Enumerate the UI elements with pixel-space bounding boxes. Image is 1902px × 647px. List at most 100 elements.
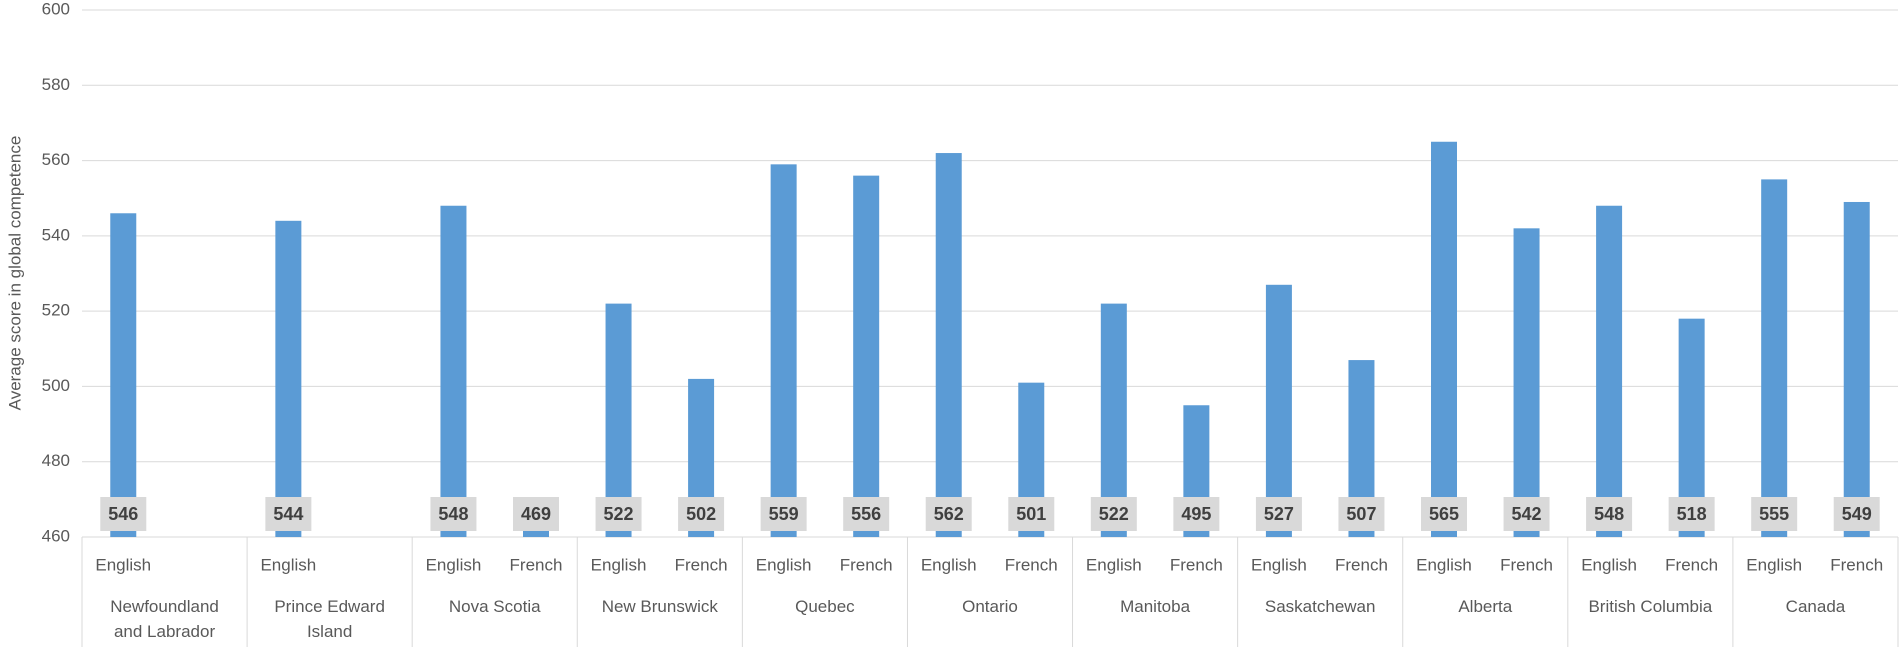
value-label: 542 bbox=[1512, 504, 1542, 524]
value-label: 518 bbox=[1677, 504, 1707, 524]
value-label-box bbox=[1008, 497, 1055, 531]
value-label: 562 bbox=[934, 504, 964, 524]
group-label-line: Saskatchewan bbox=[1265, 597, 1376, 616]
x-tick-label: French bbox=[1665, 555, 1718, 574]
value-label: 522 bbox=[604, 504, 634, 524]
value-label-box bbox=[595, 497, 642, 531]
value-label-box bbox=[1255, 497, 1302, 531]
y-tick-label: 560 bbox=[42, 150, 70, 169]
y-axis-title: Average score in global competence bbox=[5, 136, 24, 411]
value-label-box bbox=[513, 497, 559, 531]
value-label: 507 bbox=[1346, 504, 1376, 524]
x-tick-label: French bbox=[675, 555, 728, 574]
value-label: 544 bbox=[273, 504, 303, 524]
value-label-box bbox=[1751, 497, 1798, 531]
value-label-box bbox=[843, 497, 890, 531]
bar bbox=[1843, 201, 1870, 537]
value-label-box bbox=[760, 497, 807, 531]
y-tick-label: 540 bbox=[42, 225, 70, 244]
bar bbox=[440, 205, 467, 537]
group-label: Canada bbox=[1786, 597, 1846, 616]
value-label: 555 bbox=[1759, 504, 1789, 524]
value-label: 495 bbox=[1181, 504, 1211, 524]
x-tick-label: English bbox=[591, 555, 647, 574]
x-tick-label: French bbox=[1500, 555, 1553, 574]
group-label: New Brunswick bbox=[602, 597, 719, 616]
value-label: 559 bbox=[769, 504, 799, 524]
value-label-box bbox=[1173, 497, 1220, 531]
x-tick-label: French bbox=[1170, 555, 1223, 574]
value-label: 502 bbox=[686, 504, 716, 524]
group-label-line: Prince Edward bbox=[274, 597, 385, 616]
bar bbox=[1596, 205, 1623, 537]
value-label: 522 bbox=[1099, 504, 1129, 524]
y-tick-label: 460 bbox=[42, 526, 70, 545]
group-label: Manitoba bbox=[1120, 597, 1190, 616]
group-label: Newfoundland and Labrador bbox=[110, 597, 219, 641]
x-tick-label: English bbox=[260, 555, 316, 574]
value-label: 548 bbox=[1594, 504, 1624, 524]
x-tick-label: English bbox=[1416, 555, 1472, 574]
x-tick-label: French bbox=[1830, 555, 1883, 574]
value-label-box bbox=[1833, 497, 1880, 531]
group-label: Ontario bbox=[962, 597, 1018, 616]
y-tick-label: 500 bbox=[42, 376, 70, 395]
value-label-box bbox=[925, 497, 972, 531]
group-label-line: New Brunswick bbox=[602, 597, 719, 616]
value-label: 469 bbox=[521, 504, 551, 524]
x-tick-label: English bbox=[426, 555, 482, 574]
bar bbox=[853, 175, 880, 537]
value-label: 556 bbox=[851, 504, 881, 524]
bars bbox=[110, 141, 1870, 538]
value-label: 565 bbox=[1429, 504, 1459, 524]
group-label: Saskatchewan bbox=[1265, 597, 1376, 616]
group-label: British Columbia bbox=[1588, 597, 1712, 616]
value-label: 527 bbox=[1264, 504, 1294, 524]
x-tick-label: French bbox=[1005, 555, 1058, 574]
group-label-line: Newfoundland bbox=[110, 597, 219, 616]
group-label-line: Alberta bbox=[1458, 597, 1512, 616]
value-label-box bbox=[678, 497, 725, 531]
value-label-box bbox=[430, 497, 477, 531]
group-label-line: Island bbox=[307, 622, 352, 641]
value-label: 548 bbox=[438, 504, 468, 524]
group-label-line: Manitoba bbox=[1120, 597, 1190, 616]
value-label-box bbox=[1503, 497, 1550, 531]
value-label-box bbox=[100, 497, 147, 531]
bar bbox=[1761, 179, 1788, 537]
x-tick-label: English bbox=[1086, 555, 1142, 574]
value-label-box bbox=[1338, 497, 1385, 531]
bar bbox=[110, 213, 137, 537]
x-tick-label: English bbox=[1251, 555, 1307, 574]
value-label-box bbox=[1668, 497, 1715, 531]
bar bbox=[935, 153, 962, 538]
bar bbox=[1431, 141, 1457, 537]
x-tick-label: French bbox=[1335, 555, 1388, 574]
value-label: 546 bbox=[108, 504, 138, 524]
value-label: 501 bbox=[1016, 504, 1046, 524]
y-tick-label: 600 bbox=[42, 0, 70, 18]
y-tick-label: 480 bbox=[42, 451, 70, 470]
group-label-line: Canada bbox=[1786, 597, 1846, 616]
x-tick-label: English bbox=[921, 555, 977, 574]
x-tick-label: English bbox=[756, 555, 812, 574]
group-label-line: Nova Scotia bbox=[449, 597, 541, 616]
x-tick-label: English bbox=[1581, 555, 1637, 574]
group-label: Prince Edward Island bbox=[274, 597, 385, 641]
value-label-box bbox=[1421, 497, 1467, 531]
group-label-line: Ontario bbox=[962, 597, 1018, 616]
y-tick-label: 520 bbox=[42, 301, 70, 320]
x-tick-label: French bbox=[510, 555, 563, 574]
value-labels: 546 544 548 469 522 502 559 556 562 501 522 495 527 5… bbox=[100, 497, 1880, 531]
bar bbox=[1513, 228, 1540, 538]
y-tick-label: 580 bbox=[42, 75, 70, 94]
bar bbox=[1265, 284, 1292, 537]
value-label: 549 bbox=[1842, 504, 1872, 524]
value-label-box bbox=[265, 497, 312, 531]
bar bbox=[770, 164, 797, 538]
group-label: Quebec bbox=[795, 597, 855, 616]
x-tick-label: English bbox=[1746, 555, 1802, 574]
value-label-box bbox=[1090, 497, 1137, 531]
group-label-line: and Labrador bbox=[114, 622, 215, 641]
